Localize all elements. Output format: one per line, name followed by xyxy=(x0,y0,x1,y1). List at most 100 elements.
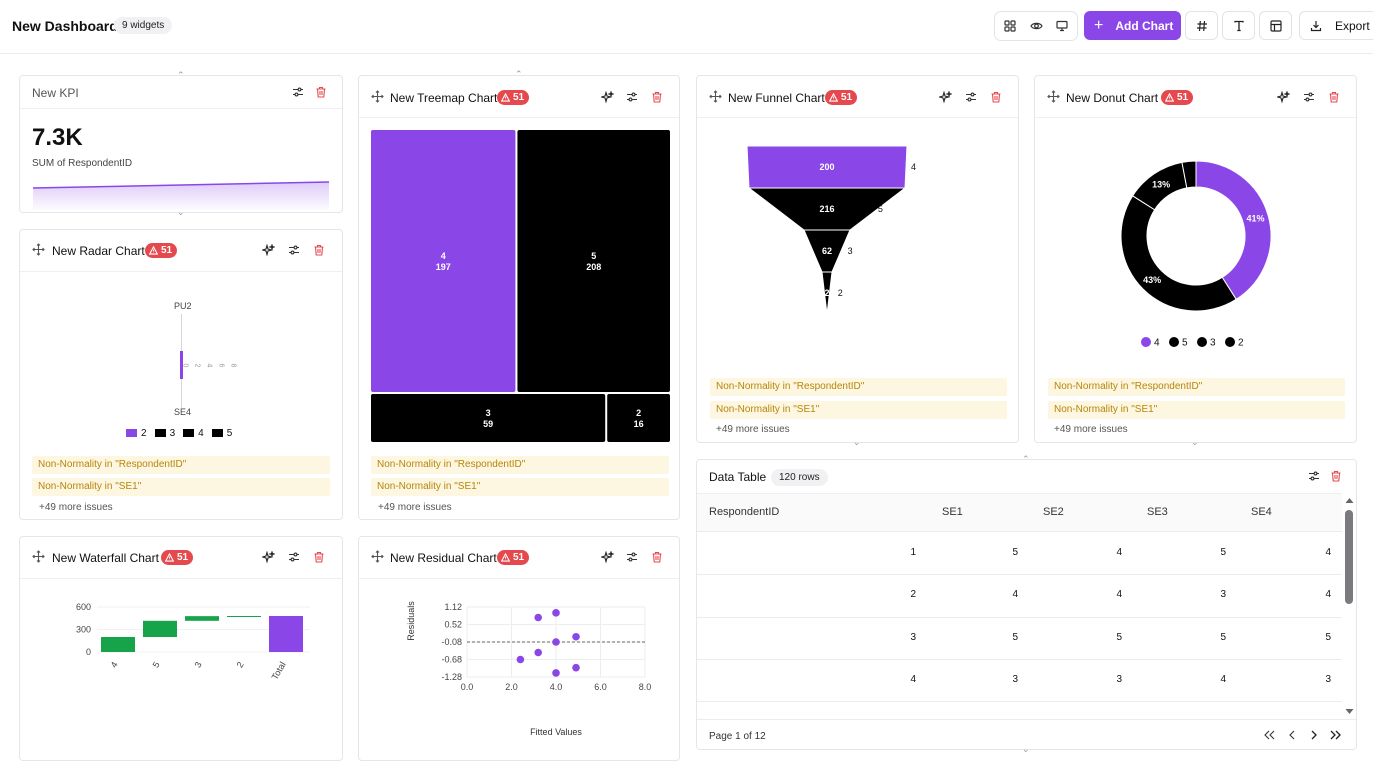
more-issues-link[interactable]: +49 more issues xyxy=(716,424,790,435)
issue-item[interactable]: Non-Normality in "RespondentID" xyxy=(32,456,330,474)
funnel-settings-button[interactable] xyxy=(963,89,979,105)
layout-button[interactable] xyxy=(1259,11,1292,40)
issues-badge[interactable]: 51 xyxy=(825,90,858,105)
move-icon[interactable] xyxy=(1047,90,1060,103)
last-page-icon[interactable] xyxy=(1330,730,1341,740)
radar-ai-button[interactable] xyxy=(260,242,276,258)
treemap-delete-button[interactable] xyxy=(649,89,665,105)
sliders-icon xyxy=(627,92,637,102)
issue-item[interactable]: Non-Normality in "SE1" xyxy=(710,401,1007,419)
data-table-card[interactable]: Data Table 120 rows RespondentID SE1 SE2… xyxy=(696,459,1357,750)
residual-ai-button[interactable] xyxy=(599,549,615,565)
issues-badge[interactable]: 51 xyxy=(497,550,530,565)
sliders-icon xyxy=(1309,471,1319,481)
add-number-button[interactable] xyxy=(1185,11,1218,40)
resize-handle[interactable]: ⌄ xyxy=(853,437,861,447)
more-issues-link[interactable]: +49 more issues xyxy=(39,502,113,513)
radar-delete-button[interactable] xyxy=(311,242,327,258)
residual-card[interactable]: New Residual Chart 51 0.0 2.0 4.0 6.0 8.0 1.1… xyxy=(358,536,680,761)
donut-ai-button[interactable] xyxy=(1275,89,1291,105)
export-button[interactable]: Export xyxy=(1299,11,1373,40)
treemap-tile-value: 197 xyxy=(436,262,451,272)
column-header[interactable]: SE1 xyxy=(942,506,963,518)
funnel-value-label: 62 xyxy=(822,246,832,256)
move-icon[interactable] xyxy=(32,550,45,563)
waterfall-delete-button[interactable] xyxy=(311,549,327,565)
donut-card[interactable]: New Donut Chart 51 41% 43% 13% 4 5 3 2 Non-Nor… xyxy=(1034,75,1357,443)
first-page-icon[interactable] xyxy=(1264,730,1275,740)
previous-page-icon[interactable] xyxy=(1288,730,1296,740)
treemap-card[interactable]: New Treemap Chart 51 4 197 5 208 3 59 2 16 Non-… xyxy=(358,75,680,520)
more-issues-link[interactable]: +49 more issues xyxy=(378,502,452,513)
funnel-ai-button[interactable] xyxy=(937,89,953,105)
table-scrollbar[interactable] xyxy=(1342,496,1356,719)
move-icon[interactable] xyxy=(32,243,45,256)
table-settings-button[interactable] xyxy=(1306,468,1322,484)
waterfall-card[interactable]: New Waterfall Chart 51 0 300 600 4 5 3 2 Total xyxy=(19,536,343,761)
more-issues-link[interactable]: +49 more issues xyxy=(1054,424,1128,435)
resize-handle[interactable]: ⌄ xyxy=(177,207,185,217)
funnel-card[interactable]: New Funnel Chart 51 200 4 216 5 62 3 2 2 Non-No… xyxy=(696,75,1019,443)
move-icon[interactable] xyxy=(709,90,722,103)
treemap-ai-button[interactable] xyxy=(599,89,615,105)
radar-card-header: New Radar Chart 51 xyxy=(20,230,342,272)
waterfall-settings-button[interactable] xyxy=(286,549,302,565)
treemap-settings-button[interactable] xyxy=(624,89,640,105)
move-icon[interactable] xyxy=(371,550,384,563)
kpi-settings-button[interactable] xyxy=(290,84,306,100)
table-row[interactable]: 4 3 3 4 3 xyxy=(697,660,1342,702)
column-header[interactable]: SE3 xyxy=(1147,506,1168,518)
kpi-delete-button[interactable] xyxy=(313,84,329,100)
issues-badge[interactable]: 51 xyxy=(145,243,178,258)
scrollbar-thumb[interactable] xyxy=(1345,510,1353,604)
scroll-down-icon[interactable] xyxy=(1345,708,1354,715)
issue-item[interactable]: Non-Normality in "RespondentID" xyxy=(371,456,669,474)
issue-item[interactable]: Non-Normality in "SE1" xyxy=(32,478,330,496)
issue-item[interactable]: Non-Normality in "RespondentID" xyxy=(1048,378,1345,396)
waterfall-ai-button[interactable] xyxy=(260,549,276,565)
issues-badge[interactable]: 51 xyxy=(161,550,194,565)
column-header[interactable]: RespondentID xyxy=(709,506,780,518)
table-row[interactable]: 2 4 4 3 4 xyxy=(697,575,1342,617)
issue-item[interactable]: Non-Normality in "SE1" xyxy=(371,478,669,496)
column-header[interactable]: SE2 xyxy=(1043,506,1064,518)
issues-badge[interactable]: 51 xyxy=(497,90,530,105)
scroll-up-icon[interactable] xyxy=(1345,497,1354,504)
resize-handle[interactable]: ⌃ xyxy=(515,69,523,79)
funnel-delete-button[interactable] xyxy=(988,89,1004,105)
next-page-icon[interactable] xyxy=(1310,730,1318,740)
legend-item[interactable]: 3 xyxy=(154,427,175,439)
present-button[interactable] xyxy=(1049,13,1075,39)
move-icon[interactable] xyxy=(371,90,384,103)
x-axis-label: Fitted Values xyxy=(530,727,582,737)
issue-item[interactable]: Non-Normality in "RespondentID" xyxy=(710,378,1007,396)
issue-item[interactable]: Non-Normality in "SE1" xyxy=(1048,401,1345,419)
add-chart-button[interactable]: + Add Chart xyxy=(1084,11,1181,40)
table-row[interactable]: 3 5 5 5 5 xyxy=(697,618,1342,660)
treemap-title: New Treemap Chart xyxy=(390,91,498,105)
x-tick-label: 8.0 xyxy=(639,682,652,692)
table-delete-button[interactable] xyxy=(1328,468,1344,484)
preview-button[interactable] xyxy=(1023,13,1049,39)
issues-badge[interactable]: 51 xyxy=(1161,90,1194,105)
radar-settings-button[interactable] xyxy=(286,242,302,258)
resize-handle[interactable]: ⌃ xyxy=(1022,454,1030,464)
residual-delete-button[interactable] xyxy=(649,549,665,565)
radar-title: New Radar Chart xyxy=(52,244,145,258)
table-row[interactable]: 1 5 4 5 4 xyxy=(697,532,1342,574)
resize-handle[interactable]: ⌄ xyxy=(1191,437,1199,447)
column-header[interactable]: SE4 xyxy=(1251,506,1272,518)
donut-settings-button[interactable] xyxy=(1301,89,1317,105)
legend-item[interactable]: 4 xyxy=(183,427,204,439)
resize-handle[interactable]: ⌃ xyxy=(177,70,185,80)
donut-delete-button[interactable] xyxy=(1326,89,1342,105)
legend-item[interactable]: 5 xyxy=(211,427,232,439)
resize-handle[interactable]: ⌄ xyxy=(1022,744,1030,754)
grid-view-button[interactable] xyxy=(997,13,1023,39)
kpi-card[interactable]: New KPI 7.3K SUM of RespondentID xyxy=(19,75,343,213)
legend-label: 2 xyxy=(141,427,147,439)
add-text-button[interactable] xyxy=(1222,11,1255,40)
legend-item[interactable]: 2 xyxy=(126,427,147,439)
residual-settings-button[interactable] xyxy=(624,549,640,565)
